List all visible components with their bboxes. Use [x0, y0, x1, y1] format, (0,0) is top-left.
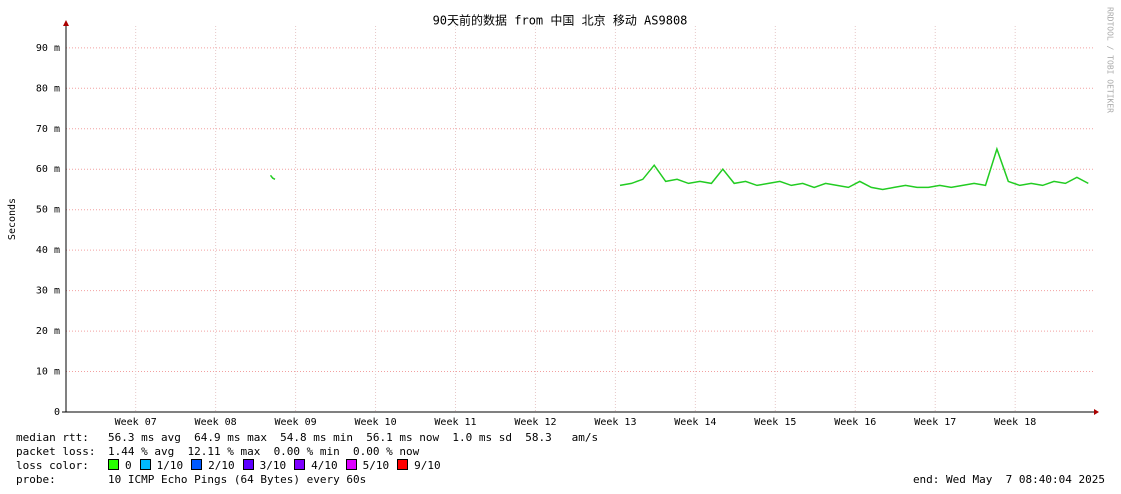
grid	[66, 26, 1094, 413]
legend-swatch	[191, 459, 203, 470]
x-tick-label: Week 18	[994, 417, 1036, 428]
chart-title: 90天前的数据 from 中国 北京 移动 AS9808	[433, 13, 688, 28]
legend-swatch	[397, 459, 409, 470]
legend-label: 2/10	[208, 459, 235, 472]
legend-swatch	[345, 459, 357, 470]
y-tick-label: 80 m	[36, 83, 60, 94]
legend-label: 3/10	[259, 459, 287, 472]
y-tick-label: 10 m	[36, 367, 60, 378]
legend-swatch	[139, 459, 151, 470]
y-tick-label: 60 m	[36, 164, 60, 175]
watermark: RRDTOOL / TOBI OETIKER	[1106, 7, 1115, 113]
label: probe:	[16, 473, 56, 486]
legend-label: 5/10	[362, 459, 390, 472]
x-tick-label: Week 11	[434, 417, 476, 428]
series-line	[269, 146, 1089, 191]
x-tick-label: Week 17	[914, 417, 956, 428]
legend-swatch	[294, 459, 306, 470]
y-axis-label: Seconds	[7, 198, 18, 240]
x-tick-label: Week 16	[834, 417, 876, 428]
x-tick-label: Week 13	[594, 417, 636, 428]
y-tick-label: 90 m	[36, 43, 60, 54]
legend-swatch	[108, 459, 119, 470]
loss-color-row: loss color: 0 1/10 2/10 3/10 4/10 5/10 9/10	[16, 459, 449, 473]
loss-stats: 1.44 % avg 12.11 % max 0.00 % min 0.00 %…	[108, 445, 420, 458]
legend-label: 9/10	[414, 459, 441, 472]
end-time: end: Wed May 7 08:40:04 2025	[912, 473, 1105, 486]
x-tick-label: Week 15	[754, 417, 796, 428]
y-tick-label: 40 m	[36, 245, 60, 256]
x-tick-label: Week 07	[115, 417, 157, 428]
legend-label: 1/10	[156, 459, 184, 472]
plot-area	[66, 26, 1094, 412]
probe-row: probe: 10 ICMP Echo Pings (64 Bytes) ever…	[16, 473, 366, 487]
legend-label: 0	[125, 459, 132, 472]
chart: 90天前的数据 from 中国 北京 移动 AS9808 Seconds RRD…	[7, 7, 1115, 428]
rtt-row: median rtt: 56.3 ms avg 64.9 ms max 54.8 …	[16, 431, 598, 445]
probe: 10 ICMP Echo Pings (64 Bytes) every 60s	[108, 473, 367, 486]
y-tick-label: 20 m	[36, 326, 60, 337]
legend-swatch	[242, 459, 254, 470]
x-tick-label: Week 10	[354, 417, 396, 428]
label: packet loss:	[16, 445, 96, 458]
arrow	[1094, 409, 1099, 415]
x-tick-label: Week 12	[514, 417, 556, 428]
loss-row: packet loss: 1.44 % avg 12.11 % max 0.00 …	[16, 445, 419, 459]
legend-label: 4/10	[311, 459, 338, 472]
y-tick-label: 70 m	[36, 124, 60, 135]
rtt-stats: 56.3 ms avg 64.9 ms max 54.8 ms min 56.1…	[108, 431, 599, 444]
label: loss color:	[16, 459, 89, 472]
y-tick-label: 0	[54, 407, 60, 418]
arrow	[63, 20, 69, 26]
x-tick-label: Week 09	[275, 417, 317, 428]
label: median rtt:	[16, 431, 89, 444]
x-tick-label: Week 14	[674, 417, 716, 428]
y-tick-label: 50 m	[36, 205, 60, 216]
y-tick-label: 30 m	[36, 286, 60, 297]
x-tick-label: Week 08	[195, 417, 237, 428]
